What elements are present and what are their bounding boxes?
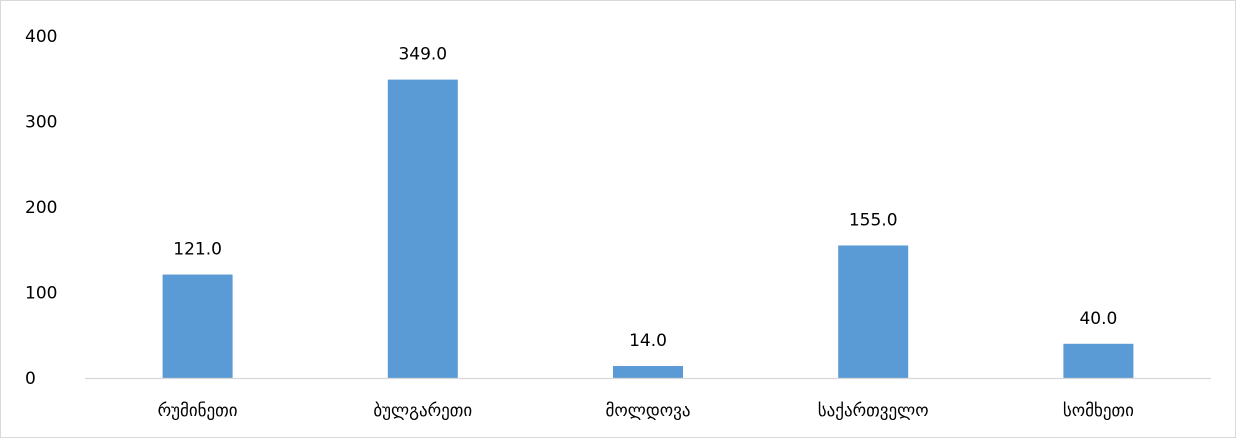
bar-3 bbox=[613, 366, 683, 378]
y-tick-label: 300 bbox=[25, 113, 57, 133]
y-tick-label: 100 bbox=[25, 284, 57, 304]
x-tick-label: რუმინეთი bbox=[158, 401, 238, 421]
y-tick-label: 0 bbox=[25, 369, 36, 389]
y-tick-label: 200 bbox=[25, 198, 57, 218]
x-tick-label: ბულგარეთი bbox=[373, 401, 472, 421]
bar-1 bbox=[162, 274, 233, 378]
y-tick-label: 400 bbox=[25, 27, 57, 47]
x-tick-label: საქართველო bbox=[818, 401, 929, 421]
x-tick-label: სომხეთი bbox=[1063, 401, 1134, 421]
bar-5 bbox=[1063, 343, 1134, 378]
data-label: 14.0 bbox=[629, 331, 667, 351]
bar-4 bbox=[838, 245, 909, 378]
data-label: 155.0 bbox=[849, 210, 898, 230]
data-label: 40.0 bbox=[1079, 309, 1117, 329]
x-tick-label: მოლდოვა bbox=[606, 401, 691, 421]
bar-2 bbox=[387, 79, 458, 378]
data-label: 121.0 bbox=[173, 240, 222, 260]
data-label: 349.0 bbox=[398, 45, 447, 65]
